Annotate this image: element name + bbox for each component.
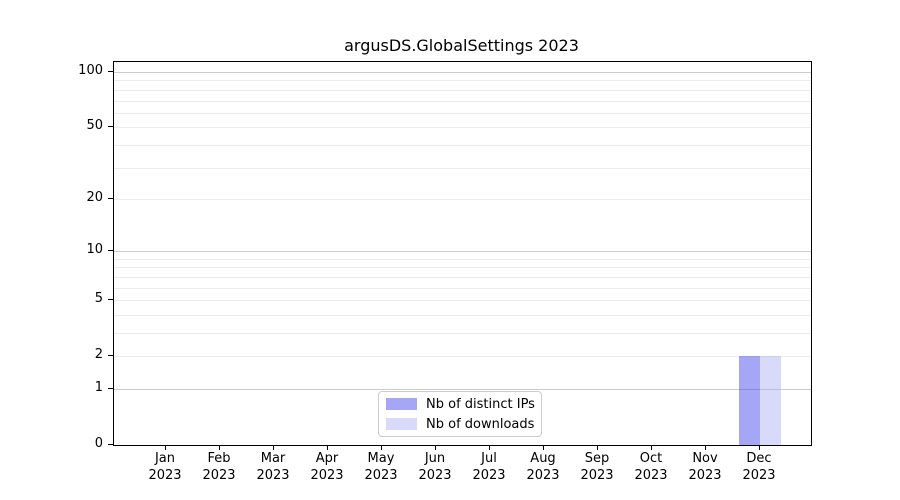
x-tick-month: Oct	[639, 451, 663, 466]
x-tick-mark	[543, 445, 544, 450]
legend-label: Nb of distinct IPs	[426, 396, 535, 412]
y-tick-label: 0	[94, 436, 103, 451]
y-gridline-minor	[114, 89, 811, 91]
legend-entry: Nb of distinct IPs	[386, 397, 541, 412]
x-tick-month: May	[367, 451, 395, 466]
y-gridline-minor	[114, 100, 811, 102]
x-tick-mark	[489, 445, 490, 450]
y-tick-label: 1	[94, 380, 103, 395]
x-tick-month: Apr	[315, 451, 339, 466]
y-gridline-minor	[114, 356, 811, 358]
y-tick-label: 10	[86, 242, 103, 258]
y-gridline-minor	[114, 314, 811, 316]
x-tick-year: 2023	[742, 468, 776, 483]
x-tick-year: 2023	[148, 468, 182, 483]
x-tick-month: Aug	[530, 451, 556, 466]
x-tick-mark	[273, 445, 274, 450]
y-tick-label: 5	[94, 291, 103, 307]
y-tick-label: 20	[86, 189, 103, 205]
x-tick-label-sep: Sep 2023	[567, 450, 627, 484]
y-gridline-minor	[114, 287, 811, 289]
y-gridline-minor	[114, 333, 811, 334]
y-tick-mark	[108, 197, 113, 199]
y-gridline-minor	[114, 112, 811, 114]
x-tick-month: Jul	[481, 451, 497, 466]
x-tick-label-jun: Jun 2023	[405, 450, 465, 484]
bar-distinct-ips	[739, 356, 760, 445]
x-tick-year: 2023	[526, 468, 560, 483]
plot-area	[113, 61, 812, 446]
x-tick-month: Mar	[260, 451, 286, 466]
x-tick-year: 2023	[634, 468, 668, 483]
y-gridline-minor	[114, 144, 811, 146]
x-tick-mark	[165, 445, 166, 450]
y-gridline-minor	[114, 276, 811, 278]
x-tick-month: Dec	[746, 451, 772, 466]
x-tick-label-jul: Jul 2023	[459, 450, 519, 484]
y-gridline-minor	[114, 258, 811, 260]
y-tick-label: 2	[94, 347, 103, 363]
y-gridline-minor	[114, 127, 811, 129]
x-tick-year: 2023	[472, 468, 506, 483]
y-gridline-minor	[114, 267, 811, 269]
legend-swatch	[386, 398, 417, 410]
x-tick-mark	[597, 445, 598, 450]
y-tick-label: 100	[78, 63, 103, 78]
y-gridline-minor	[114, 300, 811, 302]
x-tick-mark	[381, 445, 382, 450]
legend: Nb of distinct IPs Nb of downloads	[378, 391, 542, 437]
y-gridline-minor	[114, 198, 811, 200]
y-tick-mark	[108, 444, 113, 445]
x-tick-label-feb: Feb 2023	[189, 450, 249, 484]
x-tick-year: 2023	[580, 468, 614, 483]
bar-downloads	[760, 356, 781, 445]
x-tick-mark	[651, 445, 652, 450]
y-gridline-major	[114, 389, 811, 390]
y-tick-mark	[108, 388, 113, 389]
x-tick-month: Nov	[692, 451, 718, 466]
legend-entry: Nb of downloads	[386, 417, 541, 432]
y-tick-mark	[108, 126, 113, 128]
x-tick-year: 2023	[688, 468, 722, 483]
x-tick-label-jan: Jan 2023	[135, 450, 195, 484]
x-tick-mark	[327, 445, 328, 450]
y-gridline-major	[114, 72, 811, 73]
y-tick-mark	[108, 299, 113, 301]
legend-swatch	[386, 418, 417, 430]
x-tick-mark	[435, 445, 436, 450]
x-tick-label-dec: Dec 2023	[729, 450, 789, 484]
x-tick-year: 2023	[418, 468, 452, 483]
y-tick-mark	[108, 250, 113, 252]
x-tick-mark	[759, 445, 760, 450]
x-tick-month: Jan	[154, 451, 176, 466]
x-tick-year: 2023	[256, 468, 290, 483]
x-tick-label-mar: Mar 2023	[243, 450, 303, 484]
x-tick-label-may: May 2023	[351, 450, 411, 484]
x-tick-mark	[705, 445, 706, 450]
x-tick-label-oct: Oct 2023	[621, 450, 681, 484]
x-tick-label-aug: Aug 2023	[513, 450, 573, 484]
x-tick-year: 2023	[310, 468, 344, 483]
x-tick-month: Sep	[584, 451, 610, 466]
x-tick-mark	[219, 445, 220, 450]
x-tick-year: 2023	[364, 468, 398, 483]
x-tick-label-apr: Apr 2023	[297, 450, 357, 484]
y-tick-mark	[108, 355, 113, 357]
legend-label: Nb of downloads	[426, 416, 535, 432]
y-gridline-major	[114, 251, 811, 253]
x-tick-month: Jun	[424, 451, 446, 466]
y-tick-mark	[108, 71, 113, 72]
x-tick-month: Feb	[207, 451, 231, 466]
y-tick-label: 50	[86, 118, 103, 134]
x-tick-label-nov: Nov 2023	[675, 450, 735, 484]
x-tick-year: 2023	[202, 468, 236, 483]
chart-title: argusDS.GlobalSettings 2023	[344, 36, 579, 55]
y-gridline-minor	[114, 167, 811, 169]
y-gridline-minor	[114, 80, 811, 82]
